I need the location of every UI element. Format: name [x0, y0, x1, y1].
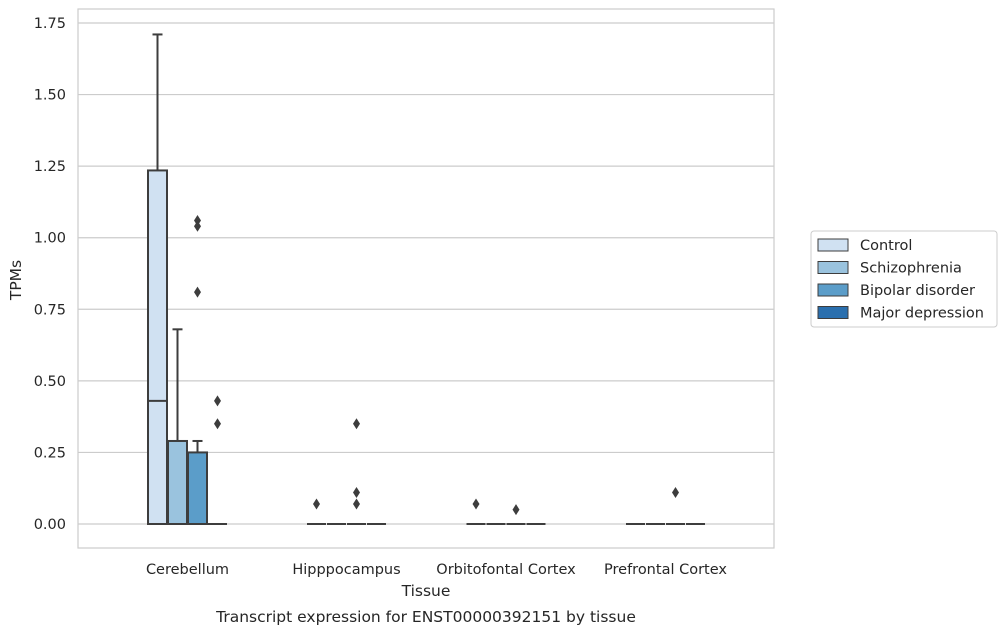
outlier-point: [672, 487, 679, 499]
y-tick-label: 0.00: [34, 517, 66, 533]
y-tick-labels: 0.00 0.25 0.50 0.75 1.00 1.25 1.50 1.75: [34, 16, 66, 533]
box-bipolar-disorder: [347, 418, 366, 525]
outlier-point: [313, 498, 320, 510]
outlier-point: [353, 418, 360, 430]
x-tick-labels: Cerebellum Hipppocampus Orbitofontal Corte…: [146, 562, 727, 578]
y-axis-label: TPMs: [7, 260, 25, 301]
y-tick-label: 1.50: [34, 88, 66, 104]
box-iqr: [187, 451, 208, 525]
legend-swatch: [817, 283, 849, 297]
legend-frame: [810, 230, 998, 328]
outlier-point: [194, 215, 201, 227]
x-tick-label: Orbitofontal Cortex: [436, 562, 576, 578]
outlier-point: [194, 286, 201, 298]
legend-label: Schizophrenia: [860, 261, 962, 277]
x-tick-label: Prefrontal Cortex: [604, 562, 727, 578]
box-schizophrenia: [167, 328, 188, 525]
y-tick-label: 1.75: [34, 16, 66, 32]
box-bipolar-disorder: [666, 487, 685, 525]
outlier-point: [194, 220, 201, 232]
box-control: [147, 33, 168, 526]
legend-item: Major depression: [817, 306, 984, 322]
chart-title: Transcript expression for ENST0000039215…: [215, 608, 636, 626]
x-tick-label: Cerebellum: [146, 562, 229, 578]
legend-item: Schizophrenia: [817, 261, 962, 277]
x-tick-label: Hipppocampus: [292, 562, 400, 578]
outlier-point: [214, 395, 221, 407]
outlier-point: [353, 487, 360, 499]
y-tick-label: 0.25: [34, 445, 66, 461]
y-tick-label: 0.50: [34, 374, 66, 390]
y-tick-label: 1.25: [34, 159, 66, 175]
legend-label: Control: [860, 238, 912, 254]
outlier-point: [512, 504, 520, 516]
legend-label: Major depression: [860, 306, 984, 322]
box-iqr: [167, 439, 188, 525]
outlier-point: [472, 498, 480, 510]
box-bipolar-disorder: [187, 215, 208, 525]
legend-swatch: [817, 261, 849, 274]
box-control: [466, 498, 486, 525]
outlier-point: [214, 418, 221, 430]
legend-item: Bipolar disorder: [817, 283, 975, 299]
legend-swatch: [817, 238, 849, 252]
outlier-point: [353, 498, 360, 510]
x-axis-label: Tissue: [401, 582, 451, 600]
legend-swatch: [817, 306, 849, 319]
y-tick-label: 0.75: [34, 302, 66, 318]
boxes: [147, 33, 705, 526]
box-control: [307, 498, 326, 525]
legend-label: Bipolar disorder: [860, 283, 975, 299]
y-tick-label: 1.00: [34, 231, 66, 247]
box-bipolar-disorder: [506, 504, 526, 525]
box-iqr: [147, 169, 168, 526]
legend-item: Control: [817, 238, 912, 254]
box-major-depression: [208, 395, 227, 525]
legend: Control Schizophrenia Bipolar disorder Majo…: [810, 230, 998, 328]
